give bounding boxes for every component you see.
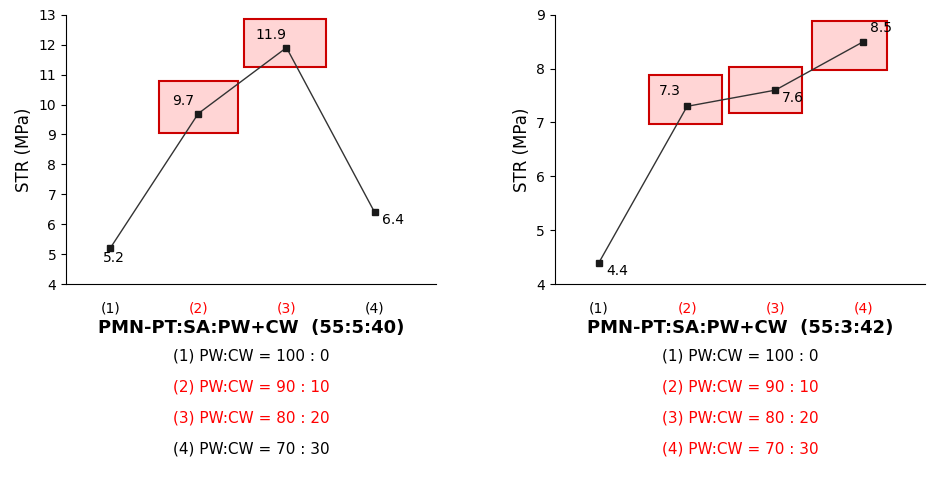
Bar xyxy=(649,75,722,123)
Text: (2): (2) xyxy=(189,302,208,316)
Text: (1) PW:CW = 100 : 0: (1) PW:CW = 100 : 0 xyxy=(662,349,818,364)
Text: 9.7: 9.7 xyxy=(172,94,194,107)
Bar xyxy=(729,67,801,113)
Text: 6.4: 6.4 xyxy=(381,213,404,227)
Text: 11.9: 11.9 xyxy=(256,27,287,42)
Text: (1): (1) xyxy=(589,302,609,316)
Text: (3) PW:CW = 80 : 20: (3) PW:CW = 80 : 20 xyxy=(173,411,329,426)
Text: (4): (4) xyxy=(364,302,384,316)
Text: 7.6: 7.6 xyxy=(783,91,804,105)
Bar xyxy=(244,19,327,67)
Text: (1) PW:CW = 100 : 0: (1) PW:CW = 100 : 0 xyxy=(173,349,329,364)
Y-axis label: STR (MPa): STR (MPa) xyxy=(513,107,531,192)
Text: (1): (1) xyxy=(100,302,120,316)
Text: (4) PW:CW = 70 : 30: (4) PW:CW = 70 : 30 xyxy=(173,442,329,457)
Text: (3) PW:CW = 80 : 20: (3) PW:CW = 80 : 20 xyxy=(662,411,818,426)
Text: (4) PW:CW = 70 : 30: (4) PW:CW = 70 : 30 xyxy=(662,442,818,457)
Text: (2) PW:CW = 90 : 10: (2) PW:CW = 90 : 10 xyxy=(173,380,329,395)
Text: (2): (2) xyxy=(677,302,697,316)
Text: (2) PW:CW = 90 : 10: (2) PW:CW = 90 : 10 xyxy=(662,380,818,395)
Text: 7.3: 7.3 xyxy=(659,84,681,98)
Text: (4): (4) xyxy=(853,302,873,316)
Y-axis label: STR (MPa): STR (MPa) xyxy=(15,107,33,192)
Text: (3): (3) xyxy=(277,302,296,316)
Text: 5.2: 5.2 xyxy=(103,251,125,265)
Text: (3): (3) xyxy=(766,302,785,316)
Text: PMN-PT:SA:PW+CW  (55:5:40): PMN-PT:SA:PW+CW (55:5:40) xyxy=(98,319,404,337)
Text: 4.4: 4.4 xyxy=(606,264,628,278)
Text: 8.5: 8.5 xyxy=(870,21,892,35)
Bar xyxy=(812,21,887,70)
Text: PMN-PT:SA:PW+CW  (55:3:42): PMN-PT:SA:PW+CW (55:3:42) xyxy=(587,319,893,337)
Bar xyxy=(159,80,238,133)
